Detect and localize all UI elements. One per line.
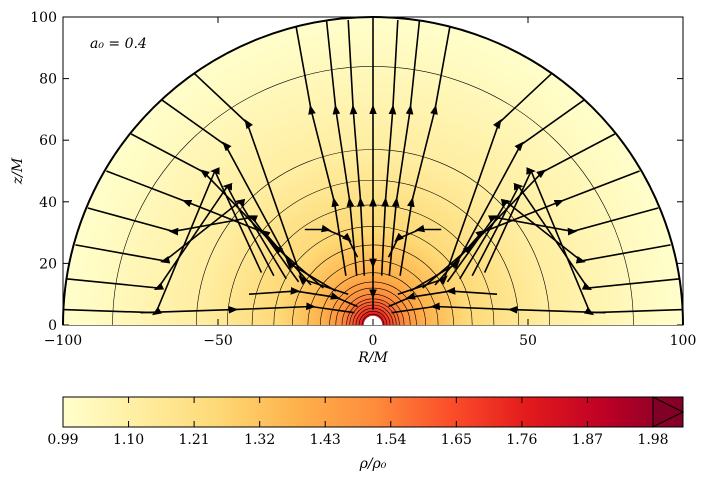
streamline-vertical <box>380 20 399 276</box>
colorbar-tick-label: 1.43 <box>310 432 341 448</box>
colorbar-tick-label: 1.21 <box>179 432 210 448</box>
streamline-fan <box>63 167 263 316</box>
x-tick-label: −100 <box>44 333 82 349</box>
x-tick-label: 50 <box>519 333 537 349</box>
colorbar-tick-label: 1.54 <box>375 432 406 448</box>
streamline-inflow <box>388 287 498 308</box>
x-tick-label: 0 <box>369 333 378 349</box>
y-tick-label: 60 <box>39 133 57 149</box>
y-tick-label: 100 <box>30 10 57 26</box>
y-tick-label: 20 <box>39 256 57 272</box>
colorbar-tick-label: 0.99 <box>47 432 78 448</box>
colorbar-bar <box>62 396 684 428</box>
density-contour <box>361 313 385 325</box>
y-axis-ticks: 0 20 40 60 80 100 <box>30 10 683 334</box>
x-axis-ticks: −100 −50 0 50 100 <box>44 17 697 349</box>
streamline-inflow <box>304 224 359 258</box>
streamline-vertical <box>347 20 366 276</box>
x-tick-label: −50 <box>203 333 233 349</box>
annotation: a₀ = 0.4 <box>90 36 147 52</box>
y-tick-label: 80 <box>39 72 57 88</box>
colorbar-tick-label: 1.10 <box>113 432 144 448</box>
y-tick-label: 40 <box>39 195 57 211</box>
colorbar-tick-label: 1.65 <box>441 432 472 448</box>
colorbar-tick-label: 1.98 <box>637 432 668 448</box>
x-axis-label: R/M <box>357 350 388 366</box>
colorbar-label: ρ/ρ₀ <box>359 456 387 472</box>
streamline-inflow <box>140 302 355 314</box>
colorbar-tick-label: 1.32 <box>244 432 275 448</box>
streamline-inflow <box>387 224 442 258</box>
streamline-inflow <box>391 302 606 314</box>
density-contour <box>358 310 388 325</box>
streamline-vertical <box>388 20 421 276</box>
colorbar-tick-label: 1.76 <box>506 432 537 448</box>
density-field <box>63 17 683 325</box>
y-axis-label: z/M <box>10 157 26 185</box>
x-tick-label: 100 <box>670 333 697 349</box>
streamline-vertical <box>325 20 358 276</box>
y-tick-label: 0 <box>48 318 57 334</box>
colorbar-ticks: 0.99 1.10 1.21 1.32 1.43 1.54 1.65 1.76 1.87 1.98 <box>47 397 669 448</box>
streamlines <box>63 17 683 316</box>
colorbar-extend-arrow <box>652 396 685 428</box>
colorbar: 0.99 1.10 1.21 1.32 1.43 1.54 1.65 1.76 1.87 1.98… <box>47 396 685 472</box>
streamline-inflow <box>248 287 358 308</box>
streamline-fan <box>483 167 683 316</box>
colorbar-tick-label: 1.87 <box>572 432 603 448</box>
